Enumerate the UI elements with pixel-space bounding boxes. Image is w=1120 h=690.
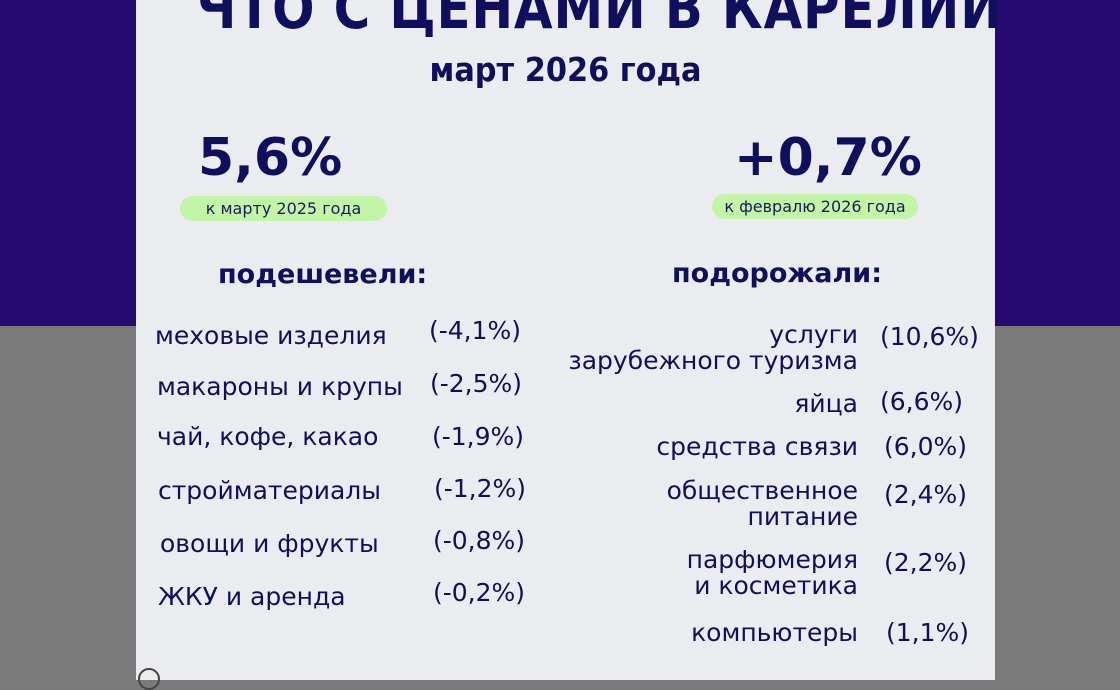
list-item: общественное питание (2,4%) <box>666 476 968 531</box>
monthly-inflation-value: +0,7% <box>734 128 922 188</box>
pricier-heading: подорожали: <box>672 258 883 289</box>
list-item: компьютеры (1,1%) <box>691 618 970 647</box>
cheaper-heading: подешевели: <box>218 259 428 290</box>
page-title: ЧТО С ЦЕНАМИ В КАРЕЛИИ <box>196 0 1003 42</box>
list-item: яйца (6,6%) <box>794 387 964 418</box>
annual-inflation-value: 5,6% <box>198 128 343 188</box>
list-item: парфюмерия и косметика (2,2%) <box>686 545 968 600</box>
annual-inflation-badge: к марту 2025 года <box>180 196 387 221</box>
monthly-inflation-badge: к февралю 2026 года <box>712 194 918 219</box>
infographic-card: ЧТО С ЦЕНАМИ В КАРЕЛИИ март 2026 года 5,… <box>136 0 1003 690</box>
list-item: средства связи (6,0%) <box>656 432 968 461</box>
circle-icon <box>138 668 160 690</box>
list-item: услуги зарубежного туризма (10,6%) <box>568 320 979 375</box>
page-subtitle: март 2026 года <box>429 50 702 89</box>
